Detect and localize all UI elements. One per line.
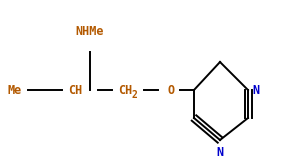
Text: CH: CH bbox=[68, 84, 82, 97]
Text: O: O bbox=[168, 84, 175, 97]
Text: Me: Me bbox=[8, 84, 22, 97]
Text: N: N bbox=[252, 84, 259, 97]
Text: CH: CH bbox=[118, 84, 132, 97]
Text: N: N bbox=[217, 146, 224, 159]
Text: 2: 2 bbox=[132, 90, 138, 100]
Text: NHMe: NHMe bbox=[76, 25, 104, 38]
